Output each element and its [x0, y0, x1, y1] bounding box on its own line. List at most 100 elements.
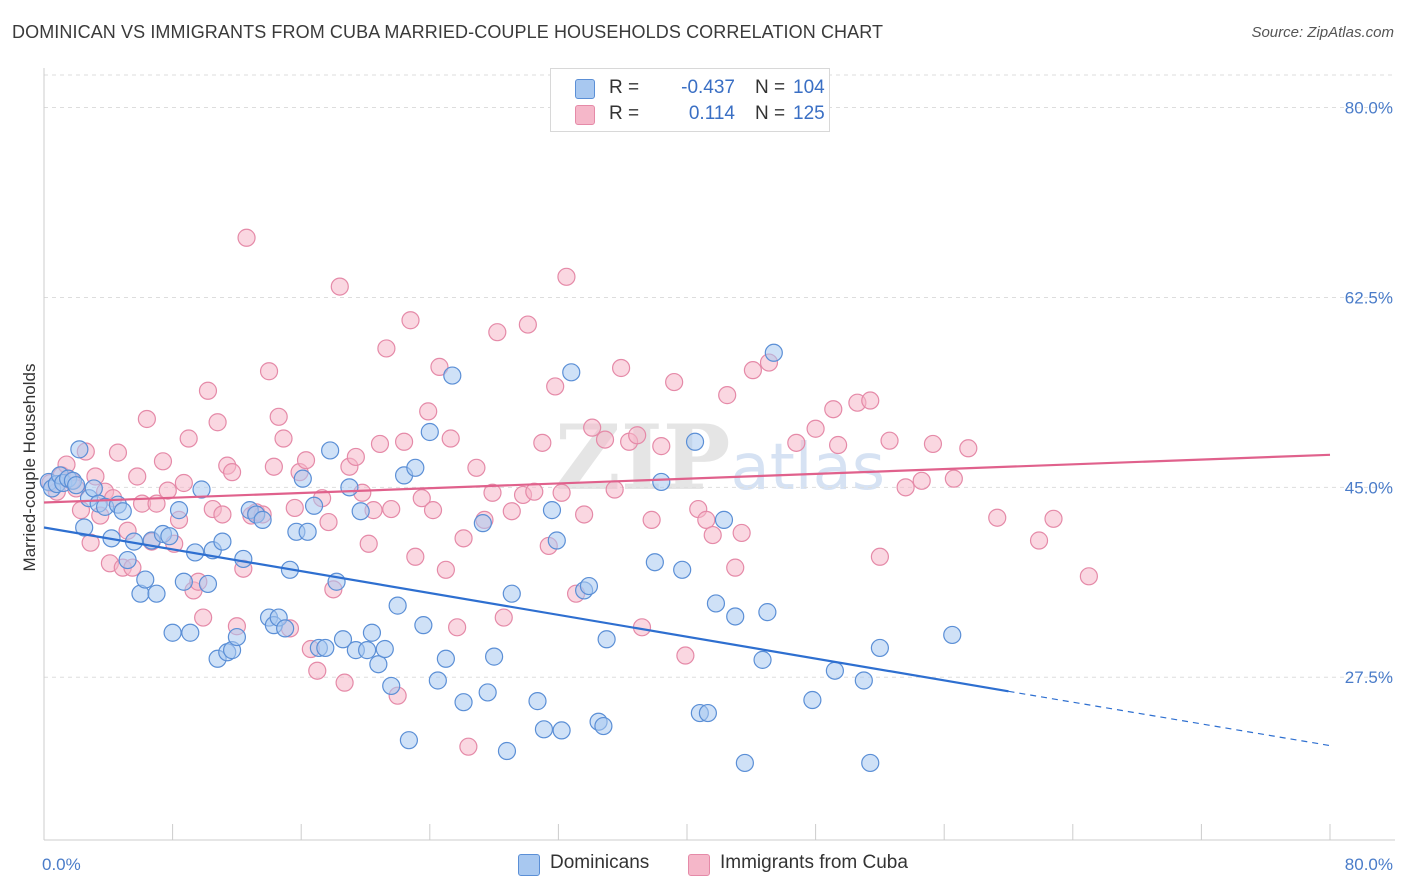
cuba-point	[467, 458, 486, 477]
dominican-point	[174, 572, 193, 591]
dominican-point	[825, 661, 844, 680]
cuba-point	[264, 457, 283, 476]
cuba-point	[319, 512, 338, 532]
cuba-point	[829, 435, 848, 455]
cuba-point	[285, 498, 304, 518]
cuba-point	[406, 547, 425, 566]
dominican-point	[276, 619, 295, 638]
cuba-point	[652, 437, 671, 456]
dominican-point	[645, 553, 664, 572]
cuba-point	[912, 471, 931, 490]
dominican-point	[714, 510, 734, 529]
dominican-point	[388, 596, 407, 615]
dominican-point	[428, 671, 447, 690]
dominican-point	[406, 458, 425, 477]
dominican-point	[473, 514, 492, 533]
dominican-point	[147, 584, 166, 603]
x-tick-label: 80.0%	[1345, 855, 1393, 874]
dominican-point	[542, 501, 562, 520]
dominican-point	[198, 574, 218, 594]
dominican-point	[160, 527, 179, 546]
dominican-point	[70, 440, 89, 459]
y-tick-label: 45.0%	[1345, 478, 1393, 497]
dominican-point	[753, 650, 772, 669]
dominican-point	[485, 647, 504, 666]
cuba-point	[611, 358, 631, 378]
dominican-point	[67, 476, 86, 495]
dominican-point	[597, 630, 616, 649]
cuba-point	[346, 447, 365, 467]
cuba-point	[269, 407, 288, 426]
cuba-trend-line	[43, 453, 1331, 504]
dominican-point	[854, 671, 873, 690]
dominican-point	[321, 441, 340, 460]
dominican-point	[316, 638, 335, 658]
dominican-point	[414, 616, 433, 635]
dominican-point	[169, 501, 189, 520]
legend-n-value: 125	[793, 103, 825, 124]
chart-title: DOMINICAN VS IMMIGRANTS FROM CUBA MARRIE…	[12, 22, 884, 42]
cuba-point	[137, 409, 156, 429]
dominican-point	[673, 560, 692, 579]
cuba-point	[370, 434, 390, 454]
cuba-point	[557, 267, 576, 286]
dominican-point	[726, 607, 745, 626]
cuba-point	[296, 451, 316, 470]
cuba-point	[81, 533, 100, 552]
dominican-point	[333, 630, 353, 649]
cuba-point	[732, 523, 751, 543]
dominican-point	[547, 531, 566, 550]
cuba-point	[628, 426, 647, 445]
dominican-point	[118, 550, 137, 570]
dominican-point	[375, 639, 394, 659]
dominican-point	[758, 603, 777, 622]
dominican-point	[562, 363, 581, 382]
cuba-point	[174, 473, 193, 493]
dominican-point	[528, 692, 547, 711]
bottom-legend-swatch-dominicans	[518, 854, 540, 876]
cuba-point	[552, 483, 571, 502]
dominican-point	[351, 502, 370, 521]
dominican-point	[594, 716, 613, 736]
bottom-legend-swatch-cuba	[688, 854, 710, 876]
dominican-point	[706, 594, 726, 613]
legend-r-label: R =	[609, 103, 640, 124]
dominican-point	[420, 422, 439, 442]
dominican-point	[552, 721, 571, 740]
dominican-trend-extension	[1008, 690, 1331, 747]
dominican-point	[497, 741, 517, 761]
dominican-point	[113, 502, 132, 521]
dominican-point	[943, 625, 962, 645]
dominican-point	[443, 366, 462, 385]
watermark-atlas: atlas	[730, 431, 886, 505]
cuba-point	[583, 418, 602, 437]
dominican-point	[192, 480, 211, 499]
cuba-point	[335, 673, 354, 692]
dominican-point	[136, 570, 155, 589]
cuba-point	[743, 361, 763, 380]
cuba-point	[198, 381, 218, 400]
x-tick-label: 0.0%	[42, 855, 81, 874]
dominican-point	[181, 623, 200, 642]
legend-r-value: -0.437	[681, 77, 735, 98]
cuba-point	[880, 431, 899, 450]
cuba-point	[222, 463, 242, 482]
cuba-point	[726, 558, 745, 577]
cuba-point	[502, 502, 521, 521]
cuba-point	[546, 377, 565, 396]
legend-r-value: 0.114	[688, 103, 735, 124]
source-label: Source: ZipAtlas.com	[1251, 24, 1394, 41]
cuba-point	[896, 478, 915, 497]
cuba-point	[518, 315, 537, 334]
cuba-point	[308, 661, 327, 680]
dominican-point	[803, 690, 822, 710]
dominican-trend-line	[43, 526, 1009, 693]
cuba-point	[412, 489, 431, 508]
cuba-point	[944, 469, 963, 488]
cuba-point	[533, 433, 552, 452]
y-tick-label: 27.5%	[1345, 668, 1393, 687]
dominican-point	[454, 693, 473, 712]
dominican-point	[213, 532, 232, 551]
cuba-point	[525, 482, 544, 501]
dominican-point	[75, 518, 94, 537]
